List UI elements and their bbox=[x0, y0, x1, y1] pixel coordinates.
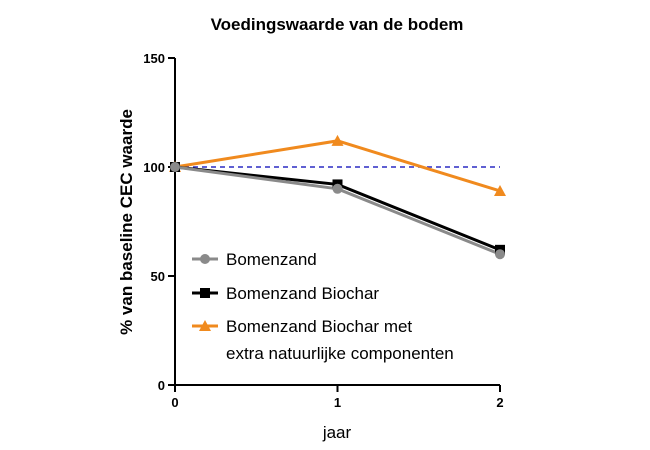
data-point-series-1 bbox=[332, 183, 343, 194]
y-axis-label: % van baseline CEC waarde bbox=[117, 109, 136, 335]
data-point-series-3 bbox=[494, 184, 506, 196]
x-tick-label: 1 bbox=[334, 395, 341, 410]
series-line-2 bbox=[174, 165, 501, 252]
legend-label-1: Bomenzand bbox=[226, 250, 317, 269]
axes: 0 50 100 150 0 1 2 bbox=[143, 51, 503, 410]
y-tick-label: 100 bbox=[143, 160, 165, 175]
legend-label-3: Bomenzand Biochar met bbox=[226, 317, 412, 336]
data-point-series-3 bbox=[331, 134, 344, 146]
legend-swatch-marker-1 bbox=[200, 254, 210, 264]
legend: Bomenzand Bomenzand Biochar Bomenzand Bioc… bbox=[192, 250, 454, 363]
x-axis-label: jaar bbox=[322, 423, 352, 442]
y-tick-label: 50 bbox=[151, 269, 165, 284]
data-point-series-1 bbox=[170, 162, 180, 172]
y-tick-label: 0 bbox=[158, 378, 165, 393]
legend-swatch-marker-3 bbox=[199, 320, 211, 331]
series-group bbox=[169, 134, 506, 260]
x-tick-label: 0 bbox=[171, 395, 178, 410]
legend-swatch-marker-2 bbox=[200, 288, 210, 298]
y-tick-label: 150 bbox=[143, 51, 165, 66]
x-tick-label: 2 bbox=[496, 395, 503, 410]
legend-label-2: Bomenzand Biochar bbox=[226, 284, 379, 303]
chart-title: Voedingswaarde van de bodem bbox=[211, 15, 464, 34]
legend-label-3: extra natuurlijke componenten bbox=[226, 344, 454, 363]
data-point-series-1 bbox=[495, 249, 505, 260]
